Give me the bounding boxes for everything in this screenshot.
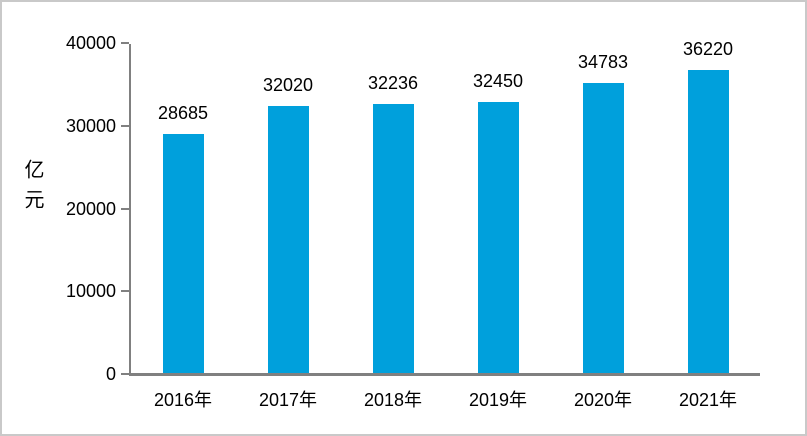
bar-value-label: 28685 (157, 103, 209, 123)
bar-2020年 (583, 83, 624, 374)
bar-value-label: 32236 (367, 73, 419, 93)
y-axis-tick-label: 30000 (65, 116, 116, 136)
y-axis-line (129, 44, 131, 375)
bar-value-label: 32450 (472, 71, 524, 91)
bar-2019年 (478, 102, 519, 374)
x-axis-tick-label: 2019年 (468, 390, 528, 410)
x-axis-tick-label: 2020年 (573, 390, 633, 410)
x-axis-tick-label: 2016年 (153, 390, 213, 410)
y-axis-tick-label: 0 (105, 364, 116, 384)
y-axis-title: 亿元 (21, 159, 43, 219)
x-axis-tick-label: 2017年 (258, 390, 318, 410)
y-axis-tick-mark (121, 373, 129, 375)
bar-value-label: 36220 (682, 39, 734, 59)
y-axis-tick-label: 20000 (65, 199, 116, 219)
y-axis-tick-label: 10000 (65, 281, 116, 301)
y-axis-tick-mark (121, 125, 129, 127)
bar-2018年 (373, 104, 414, 374)
bar-value-label: 34783 (577, 52, 629, 72)
bar-value-label: 32020 (262, 75, 314, 95)
bar-2017年 (268, 106, 309, 374)
bar-2021年 (688, 70, 729, 374)
y-axis-tick-mark (121, 42, 129, 44)
y-axis-tick-label: 40000 (65, 33, 116, 53)
x-axis-tick-label: 2018年 (363, 390, 423, 410)
y-axis-tick-mark (121, 208, 129, 210)
y-axis-tick-mark (121, 290, 129, 292)
bar-2016年 (163, 134, 204, 374)
x-axis-line (129, 373, 760, 376)
x-axis-tick-label: 2021年 (678, 390, 738, 410)
